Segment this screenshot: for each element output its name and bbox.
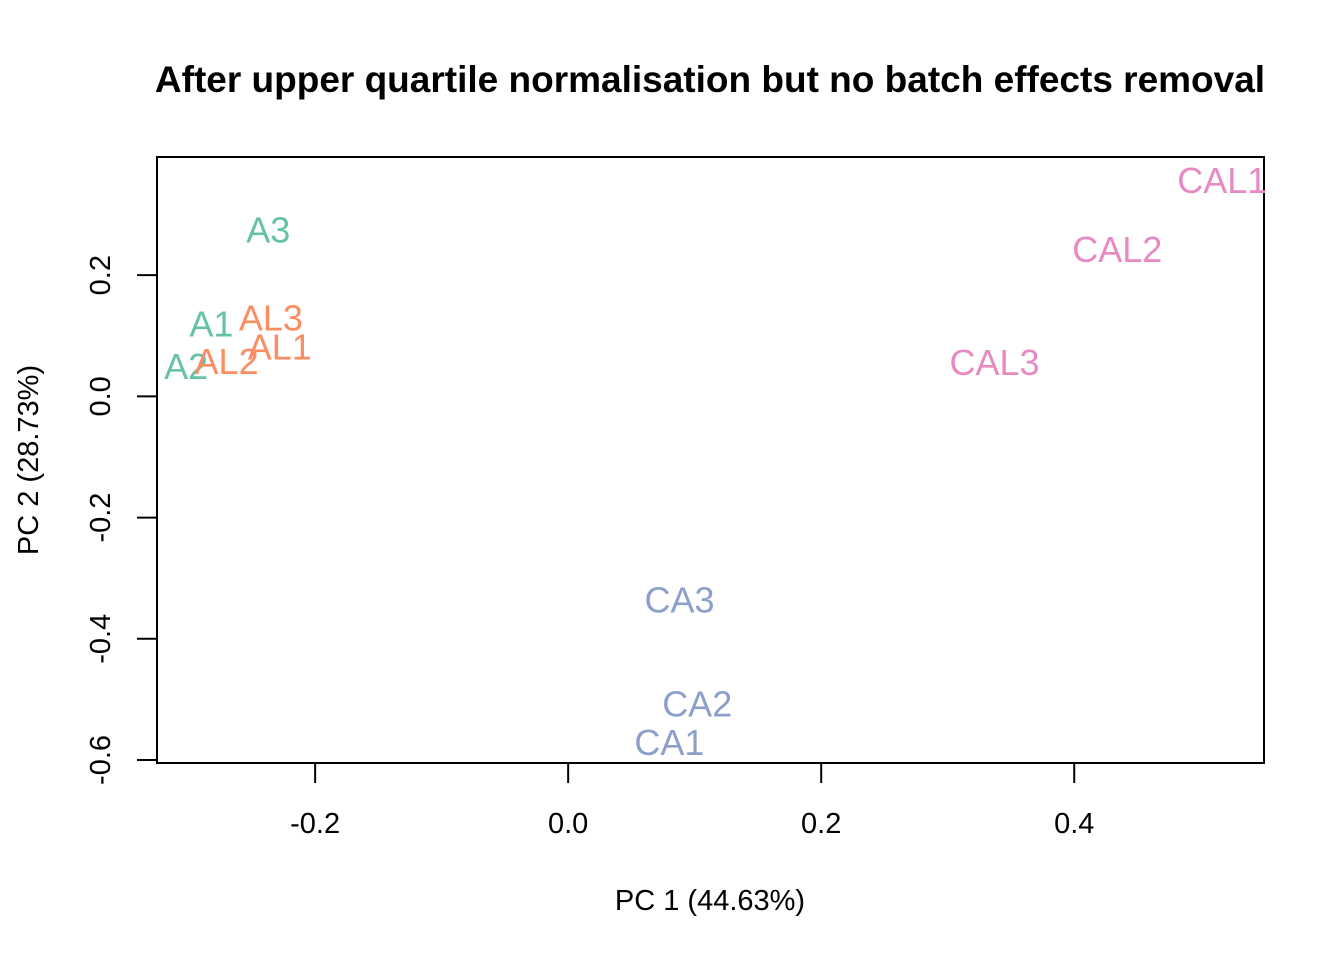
chart-title: After upper quartile normalisation but n… <box>155 59 1265 100</box>
point-label-al3: AL3 <box>239 298 303 339</box>
y-tick-label: 0.0 <box>85 376 117 416</box>
point-label-a2: A2 <box>164 346 208 387</box>
x-axis-label: PC 1 (44.63%) <box>615 885 805 917</box>
point-label-a1: A1 <box>189 304 233 345</box>
y-tick-label: -0.2 <box>85 493 117 543</box>
x-tick-label: 0.0 <box>548 808 588 840</box>
x-tick-label: 0.4 <box>1054 808 1094 840</box>
y-tick-label: 0.2 <box>85 255 117 295</box>
y-tick-label: -0.4 <box>85 614 117 664</box>
point-label-a3: A3 <box>246 210 290 251</box>
point-label-ca1: CA1 <box>634 722 704 763</box>
x-tick-label: -0.2 <box>290 808 340 840</box>
point-label-ca3: CA3 <box>644 579 714 620</box>
y-axis-label: PC 2 (28.73%) <box>13 365 45 555</box>
point-label-ca2: CA2 <box>662 684 732 725</box>
point-label-cal3: CAL3 <box>949 342 1039 383</box>
point-label-al2: AL2 <box>195 341 259 382</box>
y-tick-label: -0.6 <box>85 735 117 785</box>
y-axis: -0.6 -0.4 -0.2 0.0 0.2 <box>85 255 158 785</box>
x-tick-label: 0.2 <box>801 808 841 840</box>
x-axis: -0.2 0.0 0.2 0.4 <box>290 762 1094 840</box>
point-label-cal1: CAL1 <box>1177 160 1267 201</box>
point-label-cal2: CAL2 <box>1072 229 1162 270</box>
point-label-al1: AL1 <box>248 327 312 368</box>
